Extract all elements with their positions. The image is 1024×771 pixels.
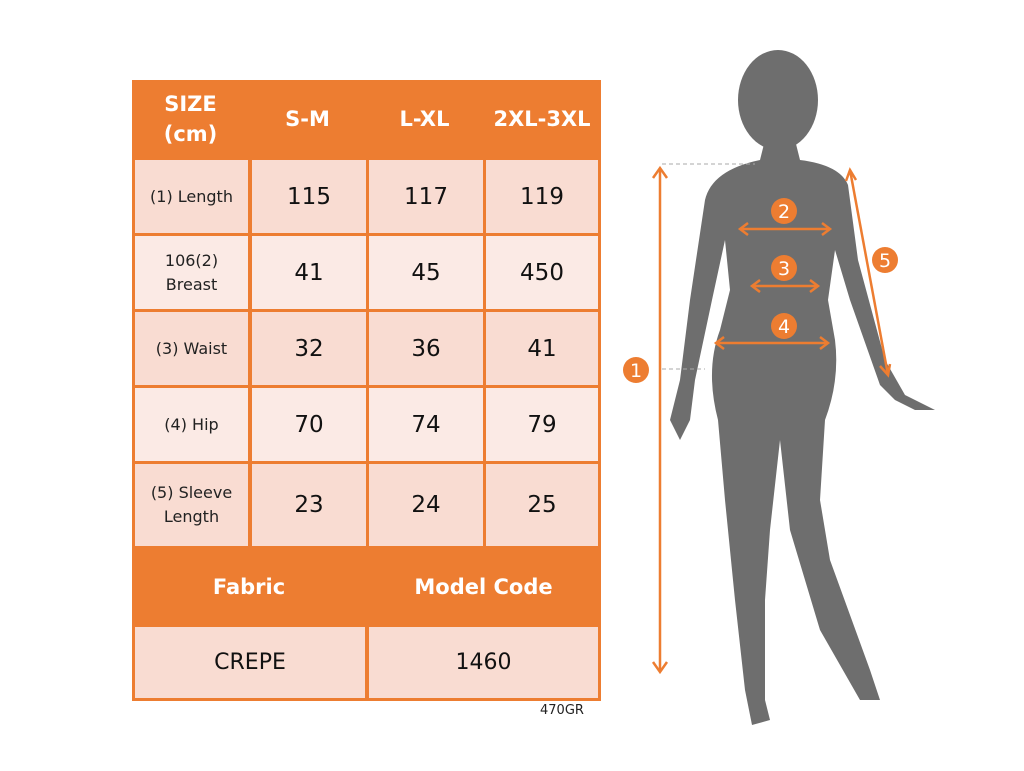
table-cell: 32 <box>252 312 366 385</box>
marker-3: 3 <box>778 258 790 280</box>
table-cell: 117 <box>369 160 483 233</box>
table-cell: 24 <box>369 464 483 546</box>
table-cell: 450 <box>486 236 598 309</box>
row-label-line1: (5) Sleeve <box>150 483 233 502</box>
model-code-value: 1460 <box>369 627 598 698</box>
marker-5: 5 <box>879 250 891 272</box>
table-cell: 115 <box>252 160 366 233</box>
marker-2: 2 <box>778 201 790 223</box>
marker-circles <box>623 198 898 383</box>
header-2xl-3xl: 2XL-3XL <box>493 107 591 131</box>
table-cell: 25 <box>486 464 598 546</box>
model-code-header: Model Code <box>414 574 553 599</box>
marker-1: 1 <box>630 360 642 382</box>
header-size-line2: (cm) <box>163 122 218 146</box>
table-cell: 45 <box>369 236 483 309</box>
fabric-value: CREPE <box>135 627 365 698</box>
row-label-line1: 106(2) <box>164 250 219 270</box>
guide-lines <box>662 163 755 370</box>
row-label-line2: Length <box>163 507 220 526</box>
fabric-header: Fabric <box>212 574 286 599</box>
header-s-m: S-M <box>285 107 330 131</box>
row-label-length: (1) Length <box>135 160 248 233</box>
measure-arrows <box>651 165 892 675</box>
table-cell: 74 <box>369 388 483 461</box>
row-label-line2: Breast <box>165 274 218 294</box>
marker-labels: 1 2 3 4 5 <box>630 201 891 382</box>
row-label-hip: (4) Hip <box>135 388 248 461</box>
row-label-breast: 106(2) Breast <box>135 236 248 309</box>
table-cell: 36 <box>369 312 483 385</box>
header-size: SIZE (cm) <box>132 80 249 158</box>
table-cell: 79 <box>486 388 598 461</box>
product-code: 470GR <box>540 703 584 718</box>
table-cell: 70 <box>252 388 366 461</box>
header-l-xl: L-XL <box>399 107 450 131</box>
marker-4: 4 <box>778 316 790 338</box>
table-cell: 119 <box>486 160 598 233</box>
table-cell: 41 <box>486 312 598 385</box>
table-cell: 23 <box>252 464 366 546</box>
row-label-waist: (3) Waist <box>135 312 248 385</box>
row-label-sleeve-length: (5) Sleeve Length <box>135 464 248 546</box>
header-size-line1: SIZE <box>164 92 217 116</box>
size-chart-table: SIZE (cm) S-M L-XL 2XL-3XL (1) Length 11… <box>132 80 601 701</box>
woman-silhouette <box>670 50 935 725</box>
table-cell: 41 <box>252 236 366 309</box>
